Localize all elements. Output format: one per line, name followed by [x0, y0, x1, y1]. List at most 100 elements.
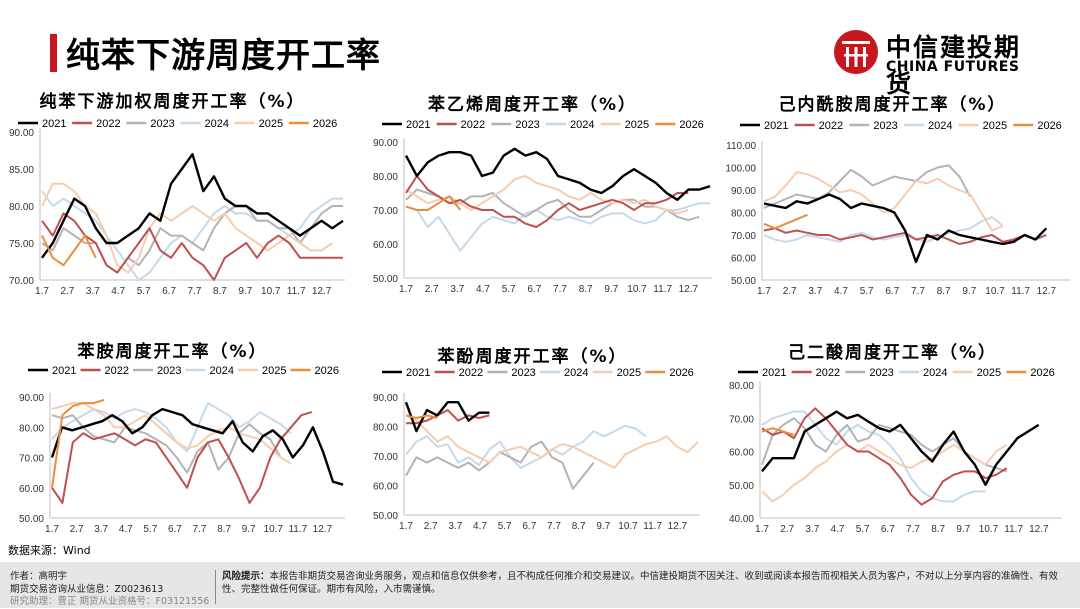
x-tick-label: 3.7	[94, 524, 108, 535]
chart-title: 苯乙烯周度开工率（%）	[427, 95, 638, 115]
y-tick-label: 50.00	[373, 274, 398, 285]
x-tick-label: 12.7	[1029, 524, 1049, 535]
series-line-2025	[405, 175, 689, 215]
y-tick-label: 60.00	[373, 240, 398, 251]
x-tick-label: 10.7	[627, 284, 647, 295]
legend-label: 2025	[625, 119, 649, 131]
assistant: 研究助理：曹正 期货从业资格号：F03121556	[10, 596, 210, 607]
chart-title: 苯胺周度开工率（%）	[77, 342, 268, 362]
legend-label: 2025	[259, 118, 283, 130]
series-line-2021	[404, 400, 490, 433]
x-tick-label: 12.7	[1037, 286, 1057, 297]
x-tick-label: 3.7	[808, 286, 822, 297]
legend-label: 2024	[205, 118, 229, 130]
legend-label: 2022	[819, 120, 843, 132]
x-tick-label: 11.7	[288, 524, 307, 535]
x-tick-label: 7.7	[911, 286, 925, 297]
x-tick-label: 7.7	[553, 284, 567, 295]
legend-label: 2024	[564, 367, 588, 379]
risk-disclaimer: 风险提示：本报告非期货交易咨询业务服务，观点和信息仅供参考，且不构成任何推介和交…	[222, 571, 1062, 596]
legend-label: 2022	[816, 367, 840, 379]
x-tick-label: 5.7	[143, 524, 157, 535]
series-line-2021	[50, 407, 344, 486]
brand-logo: 中信建投期货 CHINA FUTURES	[832, 28, 1032, 98]
footer-author-info: 作者：高明宇 期货交易咨询从业信息：Z0023613 研究助理：曹正 期货从业资…	[10, 571, 209, 609]
y-tick-label: 85.00	[9, 165, 34, 176]
x-tick-label: 1.7	[399, 284, 413, 295]
legend-label: 2026	[669, 367, 693, 379]
series-line-2024	[405, 202, 710, 252]
x-tick-label: 2.7	[780, 524, 794, 535]
series-line-2021	[763, 193, 1048, 264]
legend-label: 2024	[210, 365, 234, 377]
y-tick-label: 70.00	[9, 276, 34, 287]
y-tick-label: 80.00	[373, 172, 398, 183]
x-tick-label: 12.7	[668, 521, 688, 532]
y-tick-label: 50.00	[731, 276, 756, 287]
legend-label: 2023	[515, 119, 539, 131]
series-line-2024	[763, 216, 1004, 243]
legend-label: 2024	[570, 119, 594, 131]
y-tick-label: 90.00	[373, 393, 398, 404]
x-tick-label: 6.7	[881, 524, 895, 535]
legend-label: 2023	[869, 367, 893, 379]
author: 作者：高明宇	[10, 571, 68, 582]
x-tick-label: 10.7	[985, 286, 1005, 297]
series-line-2024	[41, 190, 343, 281]
x-tick-label: 7.7	[906, 524, 920, 535]
y-tick-label: 50.00	[729, 481, 754, 492]
x-tick-label: 2.7	[70, 524, 84, 535]
x-tick-label: 11.7	[643, 521, 662, 532]
x-tick-label: 10.7	[264, 524, 284, 535]
series-line-2025	[405, 414, 699, 469]
y-tick-label: 40.00	[729, 514, 754, 525]
x-tick-label: 9.7	[956, 524, 970, 535]
series-line-2023	[41, 205, 343, 274]
legend-label: 2026	[1037, 120, 1061, 132]
legend-label: 2025	[983, 120, 1007, 132]
legend-label: 2023	[150, 118, 174, 130]
china-futures-emblem-icon	[834, 30, 878, 74]
x-tick-label: 1.7	[757, 286, 771, 297]
series-line-2021	[404, 147, 711, 202]
legend-label: 2023	[157, 365, 181, 377]
risk-text: 本报告非期货交易咨询业务服务，观点和信息仅供参考，且不构成任何推介和交易建议。中…	[222, 571, 1059, 595]
series-line-2024	[405, 424, 647, 469]
legend-label: 2022	[96, 118, 120, 130]
legend-label: 2023	[511, 367, 535, 379]
y-tick-label: 80.00	[729, 381, 754, 392]
chart-panel-6: 己二酸周度开工率（%） 40.00 50.00 60.00 70.00 80.00 1.7…	[720, 335, 1065, 535]
series-line-2026	[41, 234, 97, 267]
legend-label: 2021	[406, 367, 430, 379]
x-tick-label: 8.7	[579, 284, 593, 295]
x-tick-label: 1.7	[399, 521, 413, 532]
x-tick-label: 4.7	[476, 284, 490, 295]
data-source: 数据来源：Wind	[8, 544, 91, 557]
x-tick-label: 8.7	[937, 286, 951, 297]
y-tick-label: 80.00	[373, 423, 398, 434]
y-tick-label: 90.00	[731, 186, 756, 197]
x-tick-label: 8.7	[931, 524, 945, 535]
y-tick-label: 80.00	[731, 209, 756, 220]
x-tick-label: 10.7	[261, 286, 281, 297]
chart-1-svg: 70.00 75.00 80.00 85.00 90.00 1.7 2.7 3.7 4.7 5.7…	[9, 118, 345, 297]
series-line-2021	[761, 410, 1040, 487]
series-line-2021	[41, 152, 344, 259]
x-tick-label: 1.7	[755, 524, 769, 535]
series-line-2022	[41, 212, 343, 281]
legend-label: 2022	[459, 367, 483, 379]
x-tick-label: 6.7	[162, 286, 176, 297]
series-line-2024	[761, 410, 986, 503]
x-tick-label: 3.7	[448, 521, 462, 532]
legend-label: 2026	[679, 119, 703, 131]
series-line-2026	[405, 414, 438, 419]
series-line-2025	[763, 171, 1004, 232]
legend-label: 2021	[406, 119, 430, 131]
x-tick-label: 7.7	[188, 286, 202, 297]
chart-title: 己二酸周度开工率（%）	[787, 343, 998, 363]
y-tick-label: 80.00	[19, 423, 44, 434]
x-tick-label: 2.7	[783, 286, 797, 297]
legend-label: 2021	[42, 118, 66, 130]
y-tick-label: 70.00	[731, 231, 756, 242]
title-accent-bar	[50, 34, 57, 72]
